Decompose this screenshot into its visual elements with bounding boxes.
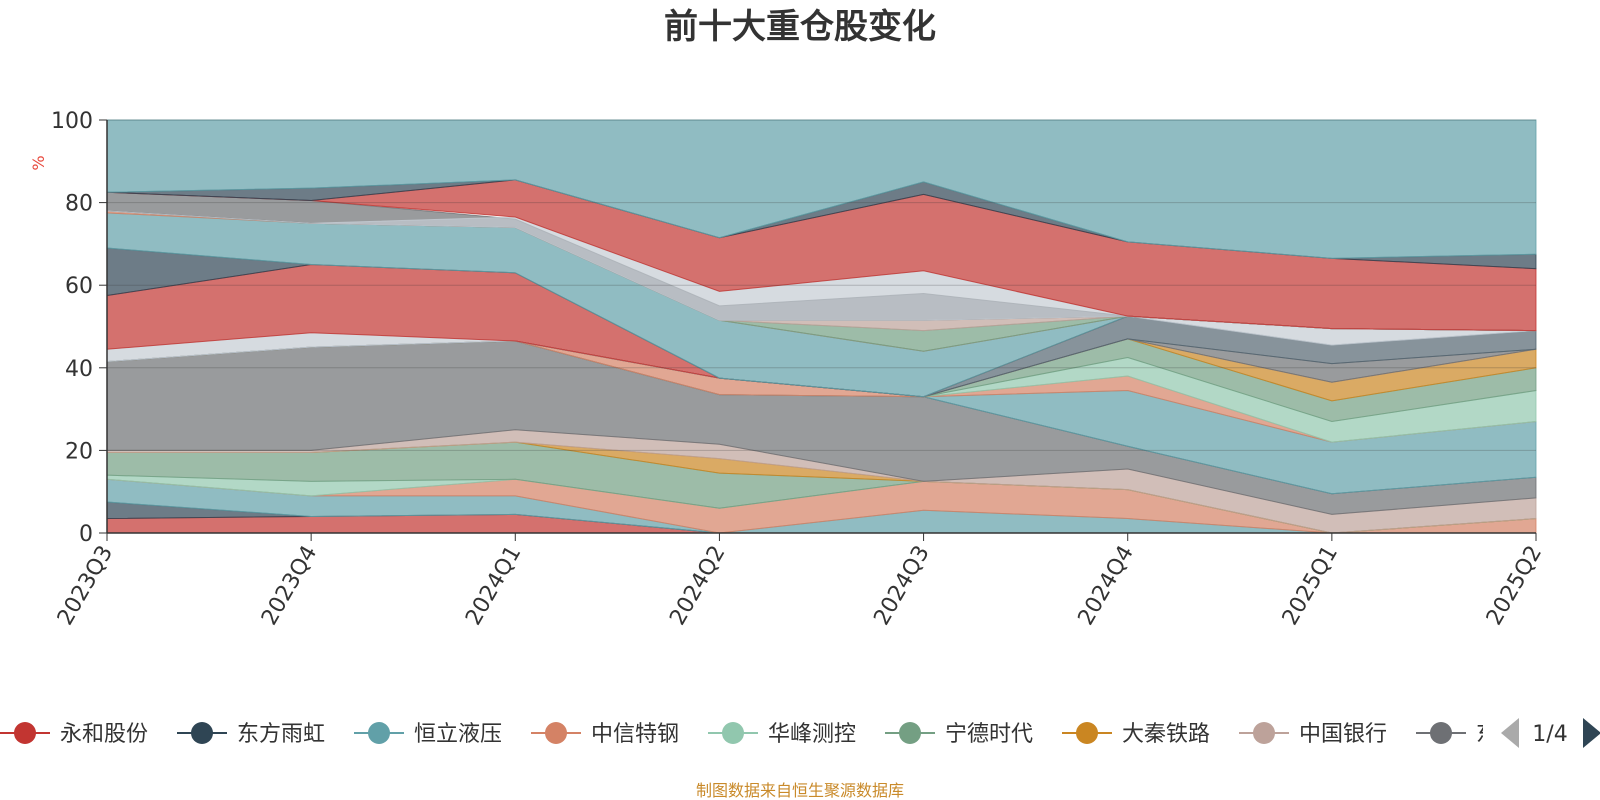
x-tick-label: 2023Q3 <box>53 542 118 630</box>
legend-item[interactable]: 中国银行 <box>1239 722 1387 747</box>
y-tick-label: 0 <box>79 522 93 547</box>
legend-item[interactable]: 大秦铁路 <box>1062 722 1210 747</box>
data-source-footer: 制图数据来自恒生聚源数据库 <box>696 781 904 800</box>
legend-marker-icon <box>1430 722 1452 744</box>
legend-label: 永和股份 <box>60 722 148 747</box>
legend-item[interactable]: 永和股份 <box>0 722 148 747</box>
legend-marker-icon <box>368 722 390 744</box>
area-band-29[interactable] <box>106 119 1537 259</box>
y-tick-label: 20 <box>65 439 93 464</box>
x-tick-label: 2024Q4 <box>1074 542 1139 630</box>
legend-label: 恒立液压 <box>414 722 502 747</box>
x-tick-label: 2024Q3 <box>869 542 934 630</box>
legend-label: 大秦铁路 <box>1122 722 1210 747</box>
legend-label: 宁德时代 <box>945 722 1033 747</box>
legend-overflow-mask <box>1483 700 1600 760</box>
legend-page-indicator: 1/4 <box>1532 722 1567 747</box>
legend-marker-icon <box>1076 722 1098 744</box>
legend-marker-icon <box>545 722 567 744</box>
y-tick-label: 40 <box>65 357 93 382</box>
x-tick-label: 2025Q2 <box>1482 542 1547 630</box>
legend-item[interactable]: 华峰测控 <box>708 722 856 747</box>
legend-item[interactable]: 宁德时代 <box>885 722 1033 747</box>
legend-label: 中国银行 <box>1299 722 1387 747</box>
y-unit-label: % <box>29 155 48 170</box>
legend-pager: 1/4 <box>1501 718 1600 748</box>
area-layer <box>106 119 1537 534</box>
y-tick-label: 80 <box>65 192 93 217</box>
legend-marker-icon <box>1253 722 1275 744</box>
legend-marker-icon <box>722 722 744 744</box>
chart-title: 前十大重仓股变化 <box>664 7 936 47</box>
legend-label: 中信特钢 <box>591 722 679 747</box>
legend-item[interactable]: 东方雨虹 <box>177 722 325 747</box>
x-tick-label: 2024Q2 <box>665 542 730 630</box>
x-tick-label: 2025Q1 <box>1278 542 1343 630</box>
legend-item[interactable]: 中信特钢 <box>531 722 679 747</box>
legend: 永和股份东方雨虹恒立液压中信特钢华峰测控宁德时代大秦铁路中国银行东 <box>0 700 1600 760</box>
x-tick-label: 2023Q4 <box>257 542 322 630</box>
legend-label: 东方雨虹 <box>237 722 325 747</box>
legend-label: 华峰测控 <box>768 722 856 747</box>
legend-item[interactable]: 恒立液压 <box>354 722 502 747</box>
legend-prev-page-icon[interactable] <box>1501 718 1519 748</box>
legend-next-page-icon[interactable] <box>1583 718 1600 748</box>
y-tick-label: 100 <box>51 109 93 134</box>
y-tick-label: 60 <box>65 274 93 299</box>
x-tick-label: 2024Q1 <box>461 542 526 630</box>
legend-marker-icon <box>899 722 921 744</box>
legend-marker-icon <box>191 722 213 744</box>
legend-marker-icon <box>14 722 36 744</box>
